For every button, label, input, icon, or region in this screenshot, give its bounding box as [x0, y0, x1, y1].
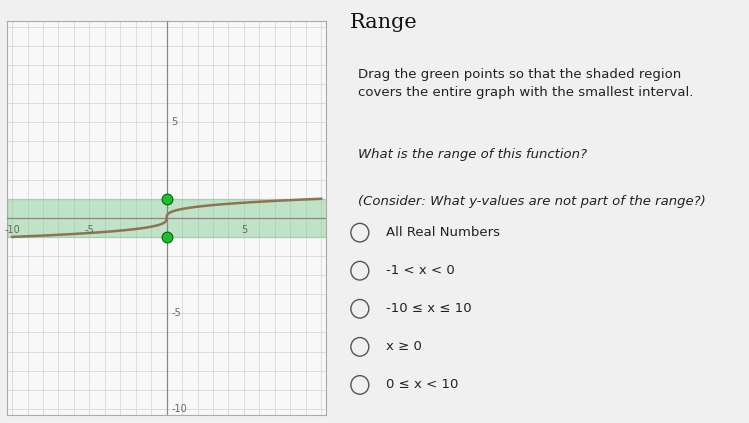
- Text: x ≥ 0: x ≥ 0: [386, 341, 422, 353]
- Text: 5: 5: [240, 225, 247, 236]
- Text: -5: -5: [85, 225, 94, 236]
- Text: -1 < x < 0: -1 < x < 0: [386, 264, 455, 277]
- Bar: [7, 199, 326, 237]
- Text: Drag the green points so that the shaded region
covers the entire graph with the: Drag the green points so that the shaded…: [358, 68, 693, 99]
- Text: What is the range of this function?: What is the range of this function?: [358, 148, 586, 161]
- Text: Range: Range: [350, 13, 417, 32]
- Text: -5: -5: [172, 308, 181, 319]
- Text: 0 ≤ x < 10: 0 ≤ x < 10: [386, 379, 458, 391]
- Text: -10: -10: [172, 404, 187, 414]
- Text: (Consider: What y-values are not part of the range?): (Consider: What y-values are not part of…: [358, 195, 706, 208]
- Point: [160, 233, 172, 240]
- Text: -10 ≤ x ≤ 10: -10 ≤ x ≤ 10: [386, 302, 472, 315]
- Text: All Real Numbers: All Real Numbers: [386, 226, 500, 239]
- Point: [160, 195, 172, 202]
- Text: -10: -10: [4, 225, 20, 236]
- Text: 5: 5: [172, 117, 178, 127]
